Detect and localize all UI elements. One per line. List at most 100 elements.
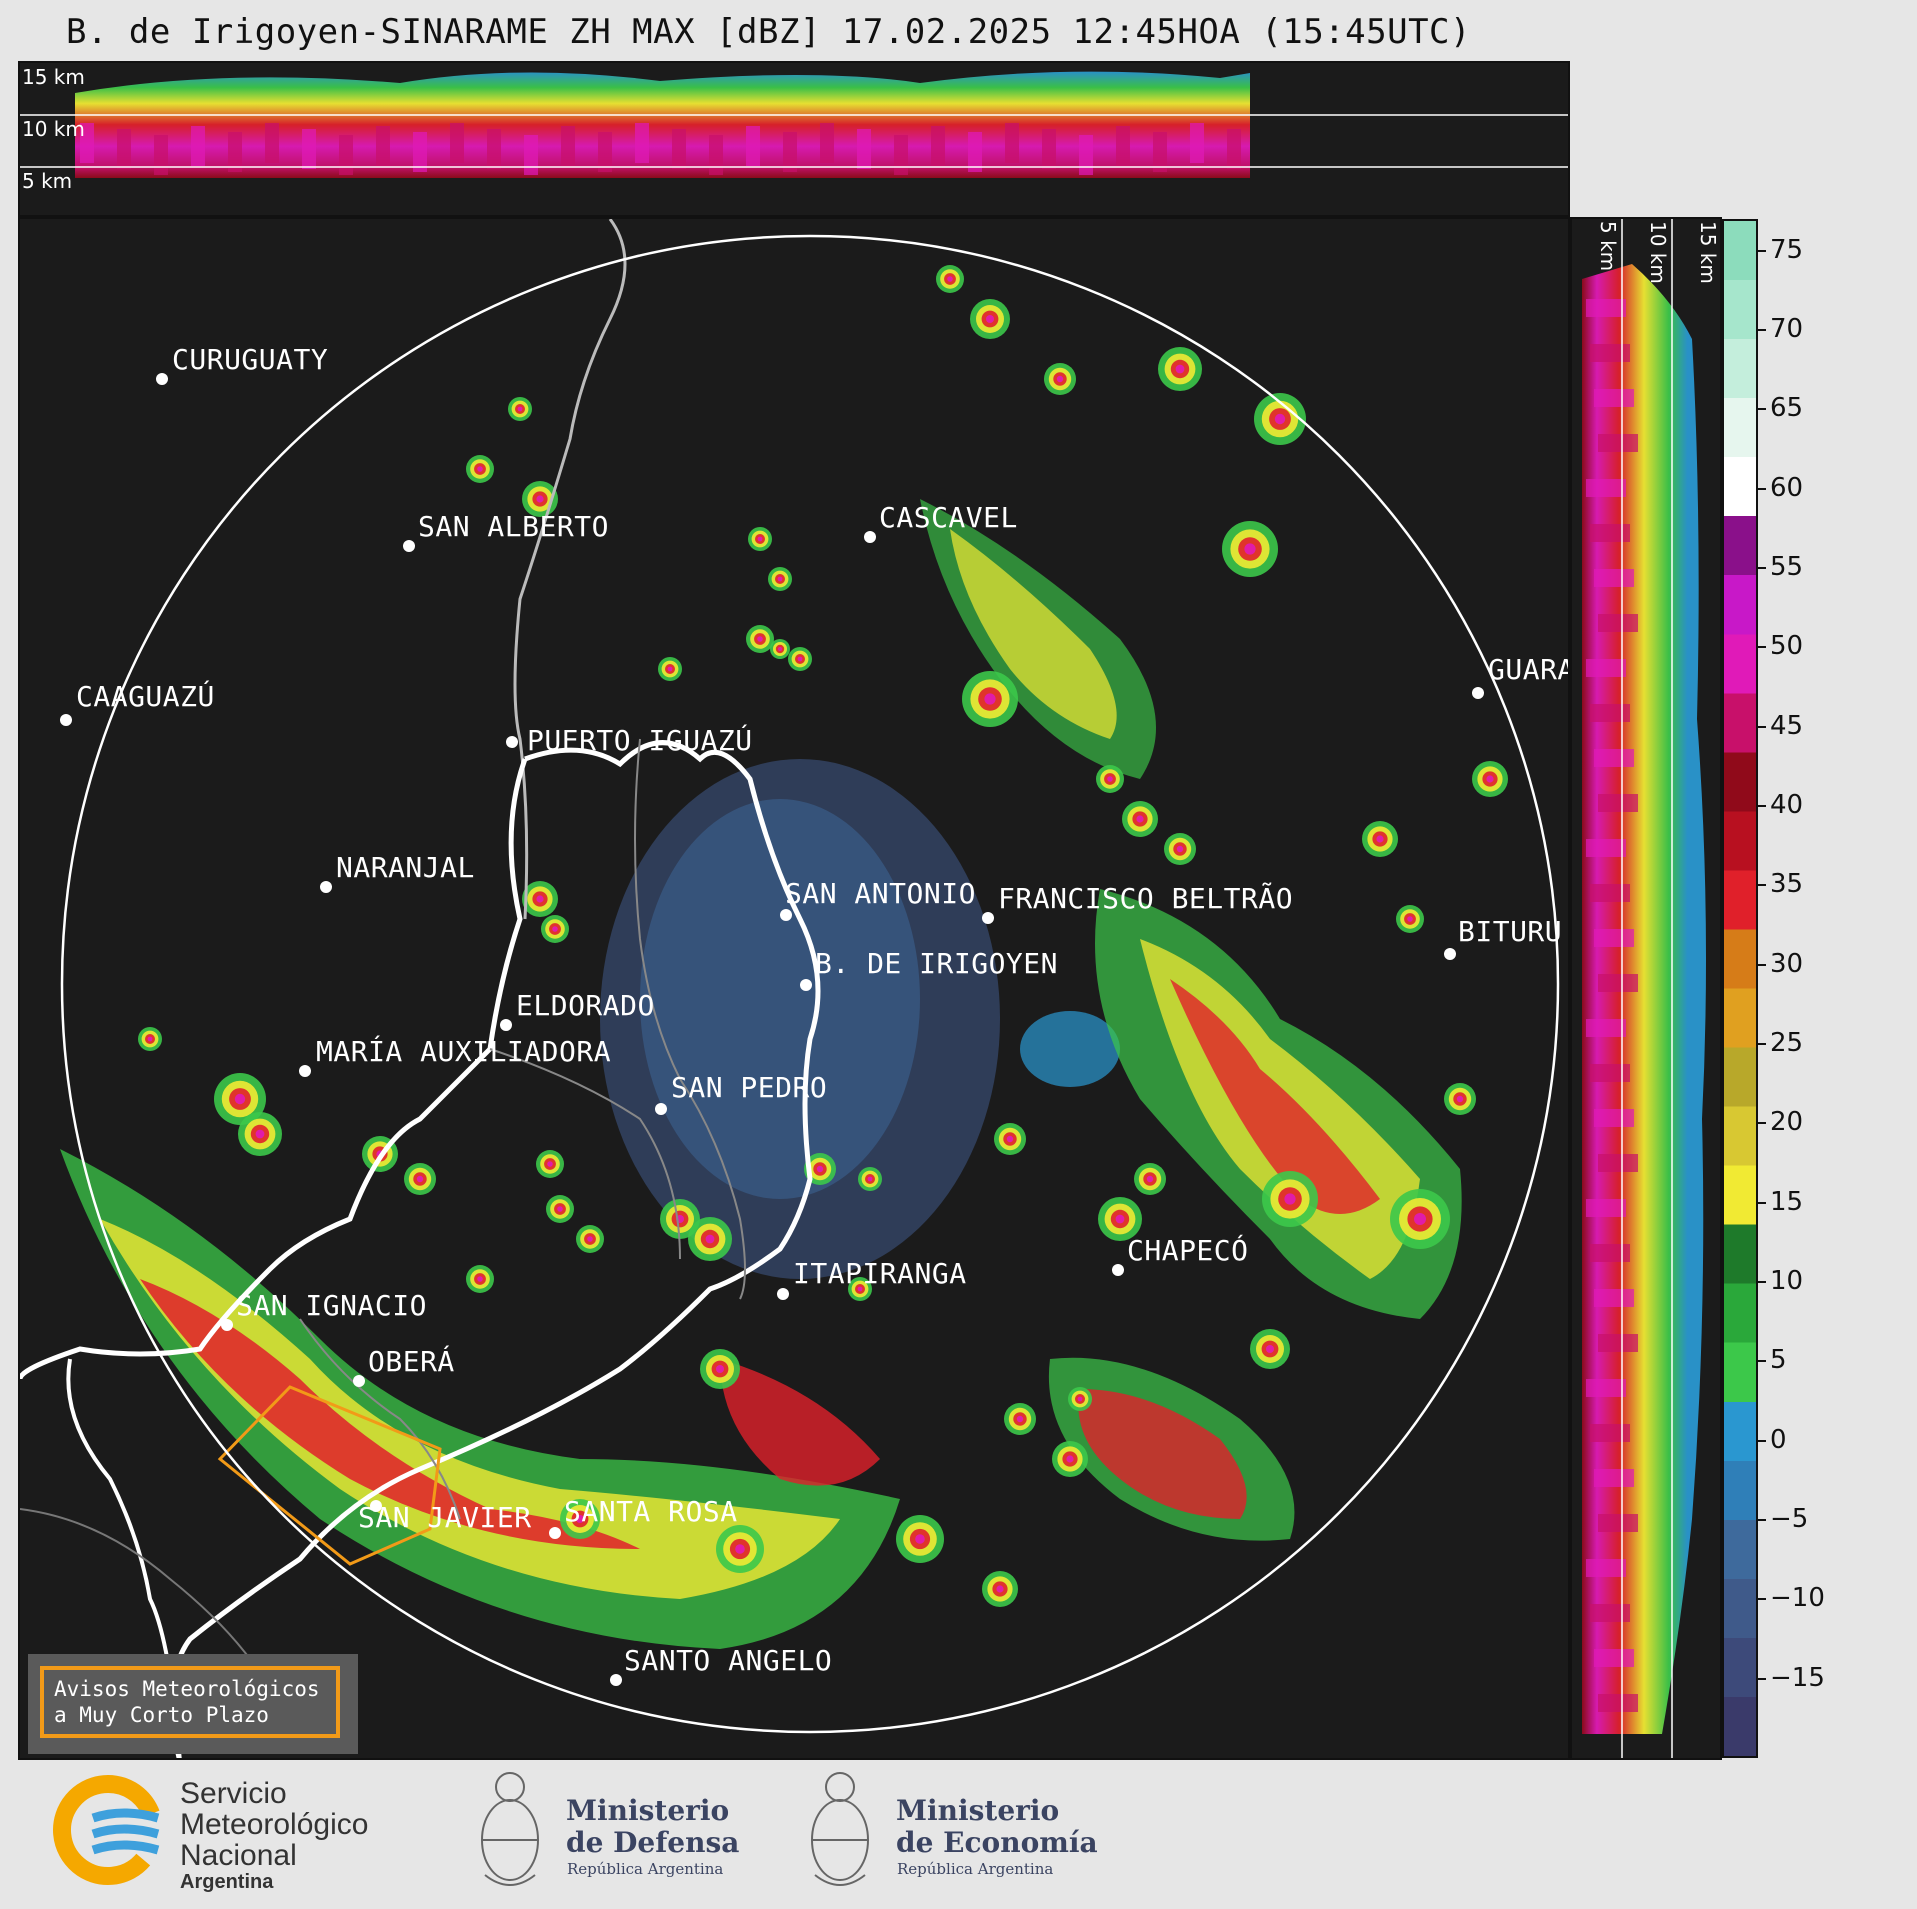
smn-line1: Servicio: [180, 1777, 287, 1810]
economia-line1: Ministerio: [896, 1794, 1060, 1827]
colorbar-tick-mark: [1758, 1201, 1766, 1204]
storm-cell: [857, 1286, 863, 1292]
colorbar-tick-label: 50: [1770, 631, 1804, 662]
top-section-core: [117, 129, 131, 169]
city-label-caaguazu: CAAGUAZÚ: [76, 680, 215, 713]
top-section-core: [857, 129, 871, 169]
side-section-core: [1590, 884, 1630, 902]
storm-cell: [1175, 364, 1185, 374]
colorbar-tick-label: 45: [1770, 710, 1804, 741]
smn-line4: Argentina: [180, 1871, 274, 1893]
colorbar-tick-mark: [1758, 1439, 1766, 1442]
top-section-core: [635, 123, 649, 163]
smn-line2: Meteorológico: [180, 1808, 369, 1841]
side-section-core: [1590, 704, 1630, 722]
top-section-core: [450, 123, 464, 163]
smn-logo-icon: [53, 1775, 163, 1885]
storm-cell: [536, 895, 544, 903]
storm-cell: [536, 495, 544, 503]
top-cross-section-panel: 15 km 10 km 5 km: [18, 61, 1570, 217]
side-section-core: [1590, 1244, 1630, 1262]
city-label-santa-rosa: SANTA ROSA: [564, 1495, 738, 1528]
top-section-core: [820, 123, 834, 163]
colorbar-tick-label: 0: [1770, 1424, 1787, 1455]
top-section-core: [413, 132, 427, 172]
city-label-curuguaty: CURUGUATY: [172, 343, 329, 376]
side-section-core: [1590, 1064, 1630, 1082]
defensa-sub: República Argentina: [567, 1860, 724, 1878]
top-section-core: [783, 132, 797, 172]
storm-cell: [1136, 815, 1144, 823]
storm-cell: [416, 1175, 424, 1183]
city-label-san-javier: SAN JAVIER: [358, 1501, 532, 1534]
side-section-core: [1594, 929, 1634, 947]
colorbar-tick-mark: [1758, 249, 1766, 252]
top-section-core: [1153, 132, 1167, 172]
smn-logo-text: Servicio Meteorológico Nacional Argentin…: [180, 1778, 368, 1893]
side-section-core: [1590, 524, 1630, 542]
storm-cell: [1016, 1415, 1024, 1423]
storm-cell: [984, 693, 996, 705]
colorbar-tick-mark: [1758, 1281, 1766, 1284]
colorbar-tick-label: 15: [1770, 1186, 1804, 1217]
radar-map-svg: [20, 219, 1560, 1758]
side-section-core: [1590, 1604, 1630, 1622]
top-km-label-15: 15 km: [22, 65, 85, 89]
city-label-san-pedro: SAN PEDRO: [671, 1071, 828, 1104]
city-label-santo-angelo: SANTO ANGELO: [624, 1644, 833, 1677]
side-section-core: [1586, 1019, 1626, 1037]
map-title: B. de Irigoyen-SINARAME ZH MAX [dBZ] 17.…: [66, 12, 1471, 52]
colorbar-tick-label: 5: [1770, 1345, 1787, 1376]
defensa-line2: de Defensa: [566, 1826, 740, 1859]
city-dot-puerto-iguazu: [506, 736, 518, 748]
avisos-line1: Avisos Meteorológicos: [54, 1677, 320, 1701]
top-section-core: [524, 135, 538, 175]
city-dot-b-de-irigoyen: [800, 979, 812, 991]
colorbar-tick-label: 20: [1770, 1107, 1804, 1138]
storm-cell: [777, 576, 783, 582]
colorbar-tick-mark: [1758, 567, 1766, 570]
economia-logo-text: Ministerio de Economía: [896, 1795, 1098, 1859]
side-cross-section-panel: 5 km 10 km 15 km: [1570, 217, 1722, 1760]
smn-line3: Nacional: [180, 1839, 297, 1872]
storm-cell: [1266, 1345, 1274, 1353]
city-dot-curuguaty: [156, 373, 168, 385]
colorbar-tick-mark: [1758, 1122, 1766, 1125]
top-km-label-10: 10 km: [22, 117, 85, 141]
city-dot-san-pedro: [655, 1103, 667, 1115]
side-section-core: [1594, 1109, 1634, 1127]
storm-cell: [1274, 413, 1286, 425]
storm-cell: [757, 536, 763, 542]
avisos-panel[interactable]: Avisos Meteorológicos a Muy Corto Plazo: [28, 1654, 358, 1754]
top-section-core: [598, 132, 612, 172]
colorbar-tick-mark: [1758, 805, 1766, 808]
storm-cell: [996, 1585, 1004, 1593]
side-section-core: [1594, 1649, 1634, 1667]
storm-cell: [705, 1234, 715, 1244]
storm-cell: [1176, 845, 1184, 853]
side-km-label-15: 15 km: [1696, 221, 1720, 284]
colorbar-tick-label: −10: [1770, 1583, 1825, 1614]
top-section-core: [894, 135, 908, 175]
city-label-eldorado: ELDORADO: [516, 989, 655, 1022]
storm-cell: [1486, 775, 1494, 783]
city-dot-naranjal: [320, 881, 332, 893]
city-dot-itapiranga: [777, 1288, 789, 1300]
colorbar-tick-label: −5: [1770, 1504, 1809, 1534]
city-label-guara: GUARA: [1488, 653, 1570, 686]
storm-cell: [735, 1544, 745, 1554]
side-section-core: [1586, 659, 1626, 677]
side-section-core: [1590, 1424, 1630, 1442]
city-label-cascavel: CASCAVEL: [879, 501, 1018, 534]
storm-cell: [778, 647, 782, 651]
top-section-core: [1079, 135, 1093, 175]
city-label-obera: OBERÁ: [368, 1345, 455, 1378]
side-section-core: [1598, 1694, 1638, 1712]
side-cross-section-echoes: [1582, 219, 1706, 1758]
side-section-core: [1594, 749, 1634, 767]
top-section-core: [487, 129, 501, 169]
city-label-itapiranga: ITAPIRANGA: [793, 1257, 967, 1290]
storm-cell: [816, 1165, 824, 1173]
side-km-label-10: 10 km: [1646, 221, 1670, 284]
city-dot-guara: [1472, 687, 1484, 699]
